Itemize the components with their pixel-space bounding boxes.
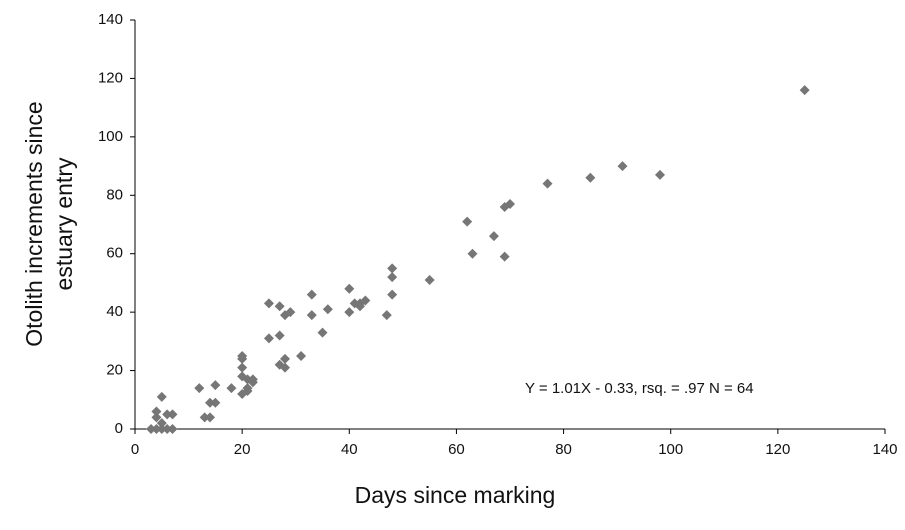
point [210, 380, 221, 391]
y-tick-label: 80 [106, 186, 123, 203]
point [167, 424, 178, 434]
y-tick-label: 120 [98, 69, 123, 86]
x-axis-title: Days since marking [355, 482, 556, 508]
point [156, 418, 167, 429]
point [205, 397, 215, 408]
y-tick-label: 140 [98, 11, 123, 28]
point [349, 298, 360, 309]
y-axis-title-line: Otolith increments since [21, 101, 47, 346]
point [280, 362, 290, 373]
y-axis-title-line: estuary entry [51, 157, 77, 290]
point [306, 310, 317, 321]
x-tick-label: 20 [234, 441, 251, 458]
point [156, 391, 167, 402]
point [467, 248, 478, 259]
point [162, 409, 173, 420]
point [199, 412, 210, 423]
point [344, 307, 355, 318]
point [237, 353, 248, 364]
point [151, 424, 162, 434]
point [488, 231, 499, 242]
point [167, 409, 178, 420]
point [322, 304, 333, 315]
annotation: Y = 1.01X - 0.33, rsq. = .97 N = 64 [525, 380, 754, 397]
point [381, 310, 392, 321]
point [247, 377, 258, 388]
point [151, 412, 162, 423]
x-tick-label: 100 [658, 441, 683, 458]
point [274, 330, 285, 341]
point [210, 397, 221, 408]
point [387, 263, 398, 274]
point [655, 169, 665, 180]
point [151, 406, 162, 417]
x-tick-label: 140 [872, 441, 897, 458]
x-tick-label: 0 [131, 441, 139, 458]
point [387, 289, 398, 300]
point [263, 333, 274, 344]
point [263, 298, 274, 309]
point [280, 310, 290, 321]
point [162, 424, 173, 434]
point [306, 289, 317, 300]
point [462, 216, 473, 227]
y-tick-label: 60 [106, 245, 123, 262]
point [617, 161, 628, 172]
point [387, 272, 398, 283]
point [280, 353, 290, 364]
y-tick-label: 20 [106, 362, 123, 379]
point [237, 371, 248, 382]
point [296, 350, 307, 361]
y-tick-label: 40 [106, 303, 123, 320]
x-tick-label: 120 [765, 441, 790, 458]
point [344, 283, 355, 294]
x-tick-label: 60 [448, 441, 465, 458]
x-tick-label: 80 [555, 441, 572, 458]
point [274, 301, 285, 312]
x-tick-label: 40 [341, 441, 358, 458]
point [499, 201, 510, 212]
point [499, 251, 510, 262]
point [585, 172, 596, 183]
point [242, 386, 253, 397]
point [799, 85, 810, 96]
point [542, 178, 553, 189]
point [317, 327, 328, 338]
point [237, 362, 248, 373]
point [146, 424, 157, 434]
y-axis-title: Otolith increments since estuary entry [21, 101, 77, 346]
point [156, 424, 167, 434]
y-tick-label: 0 [115, 420, 123, 437]
point [194, 383, 205, 394]
point [226, 383, 237, 394]
y-tick-label: 100 [98, 128, 123, 145]
point [205, 412, 215, 423]
point [424, 275, 435, 286]
